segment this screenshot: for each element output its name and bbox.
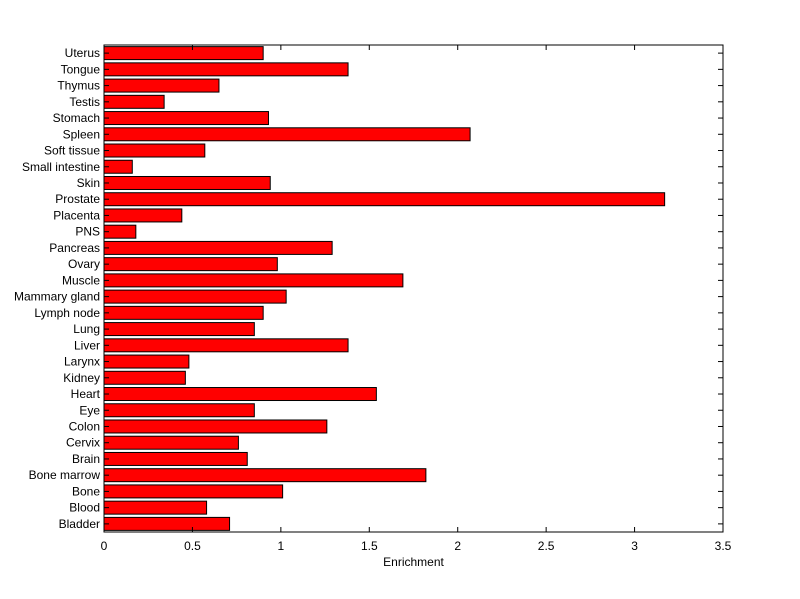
bar-ovary xyxy=(103,257,278,272)
y-tick-label-bladder: Bladder xyxy=(59,517,100,531)
y-tick-label-heart: Heart xyxy=(71,387,101,401)
y-tick-label-ovary: Ovary xyxy=(68,257,100,271)
bar-placenta xyxy=(103,208,183,223)
x-tick-label: 3.5 xyxy=(715,539,732,553)
y-tick-label-muscle: Muscle xyxy=(62,273,100,287)
y-tick-label-mammary-gland: Mammary gland xyxy=(14,290,100,304)
y-tick-label-blood: Blood xyxy=(69,501,100,515)
bar-eye xyxy=(103,403,255,418)
bar-thymus xyxy=(103,78,220,93)
y-tick-label-soft-tissue: Soft tissue xyxy=(44,144,100,158)
x-tick-label: 2.5 xyxy=(538,539,555,553)
bar-pancreas xyxy=(103,240,333,255)
y-tick-label-tongue: Tongue xyxy=(61,62,101,76)
bar-colon xyxy=(103,419,328,434)
y-tick-label-skin: Skin xyxy=(77,176,100,190)
bar-kidney xyxy=(103,370,186,385)
bar-lung xyxy=(103,322,255,337)
y-axis: Bladder Blood Bone Bone marrow Brain Cervix Co… xyxy=(14,46,723,531)
plot-area xyxy=(103,44,724,533)
x-axis-label: Enrichment xyxy=(383,555,444,569)
x-tick-label: 0 xyxy=(101,539,108,553)
y-tick-label-small-intestine: Small intestine xyxy=(22,160,100,174)
x-tick-label: 2 xyxy=(454,539,461,553)
y-tick-label-pancreas: Pancreas xyxy=(49,241,100,255)
y-tick-label-stomach: Stomach xyxy=(53,111,100,125)
bar-liver xyxy=(103,338,349,353)
x-tick-label: 1 xyxy=(278,539,285,553)
bar-soft-tissue xyxy=(103,143,206,158)
y-tick-label-prostate: Prostate xyxy=(55,192,100,206)
y-tick-label-thymus: Thymus xyxy=(57,79,100,93)
bar-testis xyxy=(103,94,165,109)
bars-group xyxy=(103,46,666,531)
bar-cervix xyxy=(103,435,239,450)
bar-bone xyxy=(103,484,284,499)
bar-spleen xyxy=(103,127,471,142)
y-tick-label-spleen: Spleen xyxy=(63,127,100,141)
bar-muscle xyxy=(103,273,404,288)
y-tick-label-uterus: Uterus xyxy=(65,46,100,60)
y-tick-label-bone-marrow: Bone marrow xyxy=(29,468,101,482)
bar-heart xyxy=(103,387,377,402)
y-tick-label-pns: PNS xyxy=(75,225,100,239)
y-tick-label-placenta: Placenta xyxy=(53,208,100,222)
bar-blood xyxy=(103,500,208,515)
x-tick-label: 1.5 xyxy=(361,539,378,553)
bar-skin xyxy=(103,175,271,190)
y-tick-label-liver: Liver xyxy=(74,338,100,352)
y-tick-label-testis: Testis xyxy=(69,95,100,109)
bar-uterus xyxy=(103,46,264,61)
x-axis: 0 0.5 1 1.5 2 2.5 3 3.5 xyxy=(101,45,732,553)
y-tick-label-eye: Eye xyxy=(79,403,100,417)
y-tick-label-lymph-node: Lymph node xyxy=(34,306,100,320)
x-tick-label: 0.5 xyxy=(184,539,201,553)
y-tick-label-bone: Bone xyxy=(72,484,100,498)
y-tick-label-larynx: Larynx xyxy=(64,355,100,369)
y-tick-label-brain: Brain xyxy=(72,452,100,466)
bar-lymph-node xyxy=(103,305,264,320)
y-tick-label-cervix: Cervix xyxy=(66,436,100,450)
bar-bladder xyxy=(103,516,231,531)
bar-bone-marrow xyxy=(103,468,427,483)
bar-larynx xyxy=(103,354,190,369)
y-tick-label-lung: Lung xyxy=(73,322,100,336)
x-tick-label: 3 xyxy=(631,539,638,553)
bar-brain xyxy=(103,451,248,466)
bar-stomach xyxy=(103,111,269,126)
bar-mammary-gland xyxy=(103,289,287,304)
y-tick-label-colon: Colon xyxy=(69,419,100,433)
bar-tongue xyxy=(103,62,349,77)
y-tick-label-kidney: Kidney xyxy=(63,371,100,385)
bar-prostate xyxy=(103,192,666,207)
